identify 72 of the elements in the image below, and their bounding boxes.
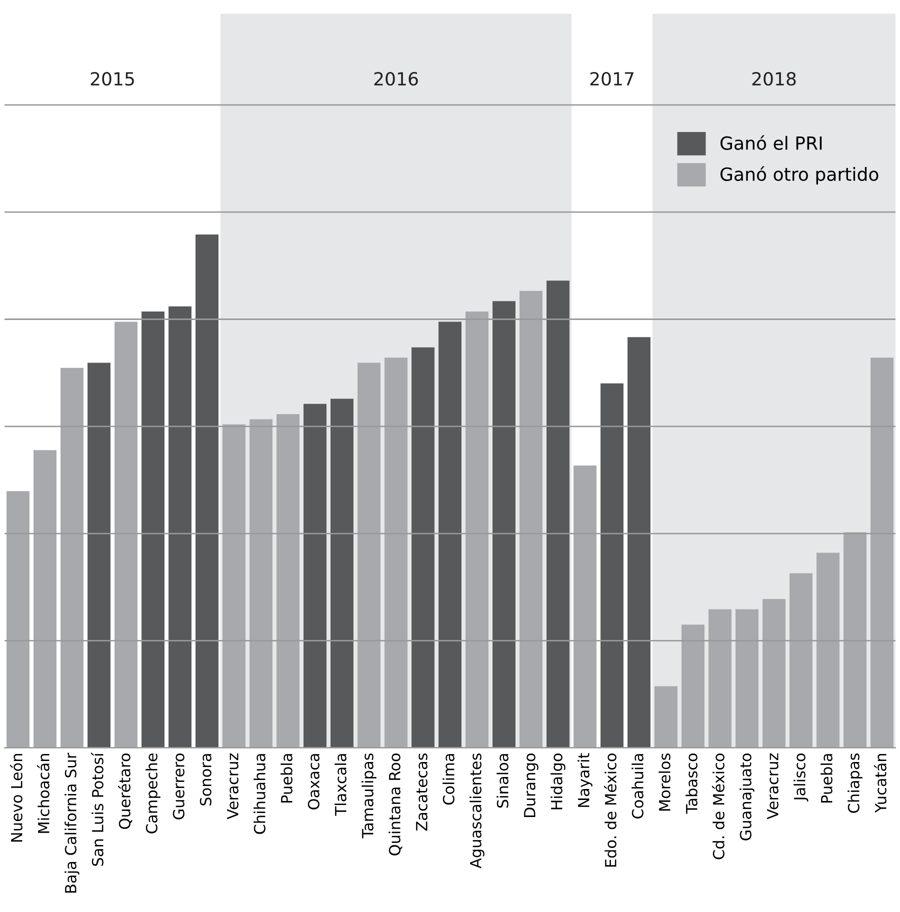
x-tick-label: Baja California Sur (64, 752, 80, 893)
bar (628, 337, 650, 748)
bar (412, 347, 434, 748)
bar (222, 424, 246, 748)
x-tick-label: Coahuila (632, 754, 644, 818)
bar (870, 358, 894, 748)
bar (546, 280, 570, 748)
bar (708, 609, 732, 748)
x-tick-label: Nuevo León (10, 754, 22, 842)
text: 2017 (590, 72, 634, 86)
bar (654, 686, 678, 748)
bar (358, 362, 380, 748)
x-tick-label: Aguascalientes (470, 753, 484, 868)
x-tick-label: San Luis Potosí (90, 752, 104, 866)
x-tick-label: Campeche (146, 754, 160, 834)
bar (250, 419, 272, 748)
x-tick-label: Morelos (658, 753, 670, 811)
bar (600, 383, 624, 748)
x-tick-label: Tlaxcala (334, 754, 346, 816)
x-tick-label: Zacatecas (416, 753, 428, 831)
x-tick-label: Sonora (200, 754, 212, 806)
bar (6, 491, 30, 748)
x-tick-label: Oaxaca (308, 754, 320, 810)
bar (304, 404, 326, 748)
x-tick-label: Guerrero (172, 754, 184, 820)
bar (466, 311, 488, 748)
x-tick-label: Colima (442, 754, 454, 805)
bar (574, 465, 596, 748)
x-tick-label: Yucatán (874, 754, 886, 813)
bar (682, 624, 704, 748)
bar (168, 306, 192, 748)
x-tick-label: Puebla (280, 754, 292, 803)
x-tick-label: Tamaulipas (362, 753, 376, 838)
bar (142, 311, 164, 748)
bar (736, 609, 758, 748)
bar (438, 322, 462, 748)
bar (520, 290, 542, 748)
x-tick-label: Quintana Roo (388, 754, 402, 856)
x-tick-label: Cd. de México (712, 754, 724, 860)
x-tick-label: Chiapas (848, 753, 862, 813)
x-tick-label: Chihuahua (254, 754, 266, 834)
bar (330, 398, 354, 748)
x-tick-label: Querétaro (118, 754, 132, 829)
bar (790, 573, 812, 748)
band-label: 2016 (374, 72, 418, 86)
x-tick-label: Puebla (820, 754, 832, 803)
bar (34, 450, 56, 748)
x-tick-label: Tabasco (686, 754, 698, 814)
bar (276, 414, 300, 748)
band-label: 2018 (752, 72, 796, 86)
x-tick-label: Veracruz (227, 753, 238, 820)
x-tick-label: Durango (524, 754, 538, 818)
x-tick-label: Sinaloa (496, 754, 508, 808)
bar (196, 234, 218, 748)
bar (384, 358, 408, 748)
bar (60, 368, 84, 748)
bar (88, 362, 110, 748)
legend-label: Ganó el PRI (720, 135, 822, 150)
bar (816, 552, 840, 748)
text: 2015 (90, 72, 134, 86)
x-tick-label: Jalisco (794, 754, 808, 802)
x-tick-label: Veracruz (767, 753, 778, 820)
legend-label: Ganó otro partido (720, 166, 878, 184)
x-tick-label: Nayarit (578, 753, 592, 807)
bar (762, 598, 786, 748)
bar (844, 532, 866, 748)
bar (492, 301, 516, 748)
x-tick-label: Guanajuato (740, 754, 754, 840)
x-tick-label: Michoacán (36, 754, 50, 833)
x-tick-label: Edo. de México (604, 754, 616, 867)
bar (114, 322, 138, 748)
x-tick-label: Hidalgo (550, 754, 566, 810)
